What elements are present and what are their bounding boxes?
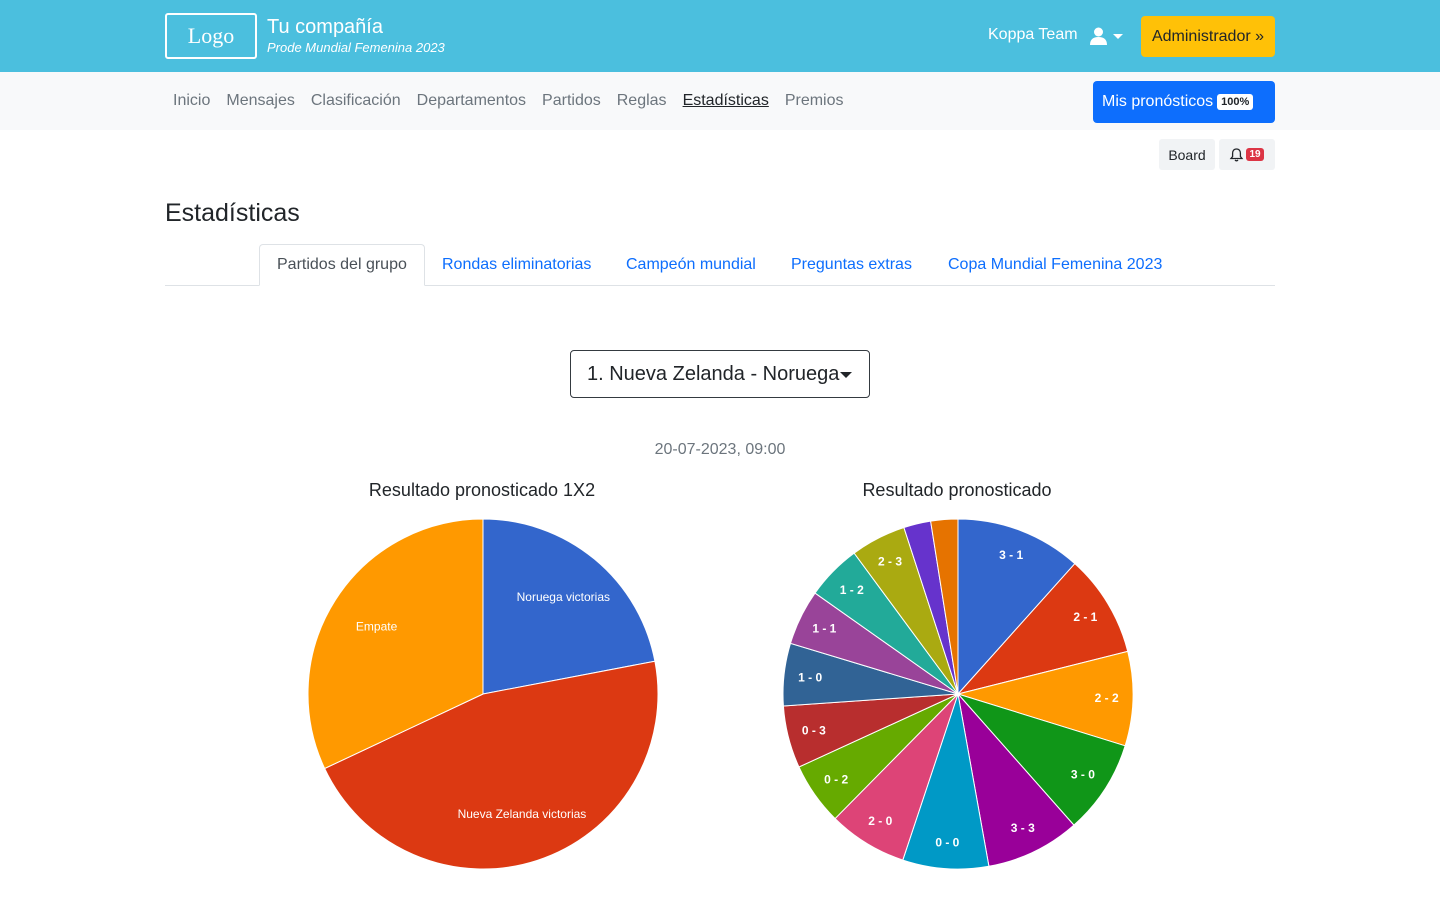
stats-tabs: Partidos del grupo Rondas eliminatorias … [165,244,1275,286]
nav-item-inicio[interactable]: Inicio [173,92,211,109]
match-date: 20-07-2023, 09:00 [654,441,786,458]
nav-item-mensajes[interactable]: Mensajes [226,92,295,109]
logo[interactable]: Logo [165,13,257,59]
pie-results-slice-label-1: 2 - 1 [1073,610,1097,624]
chevron-down-icon [1113,33,1123,39]
nav-item-estadisticas[interactable]: Estadísticas [682,92,769,109]
pie-results-slice-label-2: 2 - 2 [1095,691,1119,705]
nav-item-departamentos[interactable]: Departamentos [416,92,527,109]
pie-results-slice-2[interactable] [956,650,1134,747]
main-nav: Inicio Mensajes Clasificación Departamentos… [0,72,1440,130]
team-name: Koppa Team [988,26,1078,43]
pie-1x2-slice-0[interactable] [482,518,656,695]
pie-results-slice-label-8: 0 - 3 [802,724,826,738]
pie-chart-results: 3 - 1 2 - 1 2 - 2 3 - 0 3 - 3 0 - 0 2 - 0 0 - 2… [782,518,1134,870]
board-button[interactable]: Board [1159,139,1215,170]
pie-chart-1x2: Noruega victorias Nueva Zelanda victorias… [307,518,659,870]
pie-1x2-slice-label-0: Noruega victorias [517,590,610,604]
pie-results-slice-14[interactable] [930,518,959,695]
notification-count-badge: 19 [1246,148,1264,161]
chart-title-1x2: Resultado pronosticado 1X2 [368,480,596,500]
admin-button[interactable]: Administrador » [1141,16,1275,57]
bell-icon [1230,147,1244,161]
chevron-down-icon [840,372,852,378]
tab-partidos-del-grupo[interactable]: Partidos del grupo [259,244,425,286]
top-bar: Logo Tu compañía Prode Mundial Femenina … [0,0,1440,72]
match-select-value: 1. Nueva Zelanda - Noruega [587,362,840,385]
notifications-button[interactable]: 19 [1219,139,1275,170]
pie-results-slice-label-9: 1 - 0 [798,670,822,684]
nav-item-clasificacion[interactable]: Clasificación [310,92,401,109]
pie-results-slice-label-3: 3 - 0 [1071,768,1095,782]
tab-rondas-eliminatorias[interactable]: Rondas eliminatorias [442,256,592,273]
tab-campeon-mundial[interactable]: Campeón mundial [626,256,756,273]
pie-results-slice-1[interactable] [956,562,1129,695]
predictions-progress-badge: 100% [1217,94,1254,110]
pie-1x2-slice-1[interactable] [323,660,659,870]
company-block: Tu compañía Prode Mundial Femenina 2023 [267,15,445,57]
match-select[interactable]: 1. Nueva Zelanda - Noruega [570,350,870,398]
pie-results-slice-label-0: 3 - 1 [999,548,1023,562]
pie-results-slice-label-11: 1 - 2 [840,583,864,597]
nav-item-premios[interactable]: Premios [784,92,844,109]
user-dropdown[interactable] [1090,24,1130,48]
chart-title-results: Resultado pronosticado [862,480,1052,500]
pie-1x2-slice-label-1: Nueva Zelanda victorias [458,807,587,821]
company-name: Tu compañía [267,16,383,38]
pie-1x2-slice-label-2: Empate [356,619,398,633]
pie-results-slice-label-12: 2 - 3 [878,555,902,569]
pie-results-slice-4[interactable] [957,692,1075,867]
nav-links: Inicio Mensajes Clasificación Departamentos… [165,72,852,130]
tab-copa-mundial[interactable]: Copa Mundial Femenina 2023 [948,256,1163,273]
pie-results-slice-label-10: 1 - 1 [812,622,836,636]
pie-results-slice-0[interactable] [957,518,1076,696]
company-subtitle: Prode Mundial Femenina 2023 [267,40,445,55]
page-title: Estadísticas [165,199,300,227]
nav-item-reglas[interactable]: Reglas [616,92,667,109]
pie-results-slice-label-7: 0 - 2 [824,772,848,786]
user-icon [1090,27,1107,45]
pie-results-slice-label-4: 3 - 3 [1011,821,1035,835]
tab-preguntas-extras[interactable]: Preguntas extras [791,256,912,273]
pie-results-slice-3[interactable] [956,692,1126,826]
my-predictions-button[interactable]: Mis pronósticos 100% [1093,81,1275,123]
pie-1x2-slice-2[interactable] [307,518,484,770]
pie-results-slice-label-6: 2 - 0 [868,814,892,828]
pie-results-slice-label-5: 0 - 0 [935,835,959,849]
nav-item-partidos[interactable]: Partidos [542,92,601,109]
my-predictions-label: Mis pronósticos [1102,93,1214,110]
